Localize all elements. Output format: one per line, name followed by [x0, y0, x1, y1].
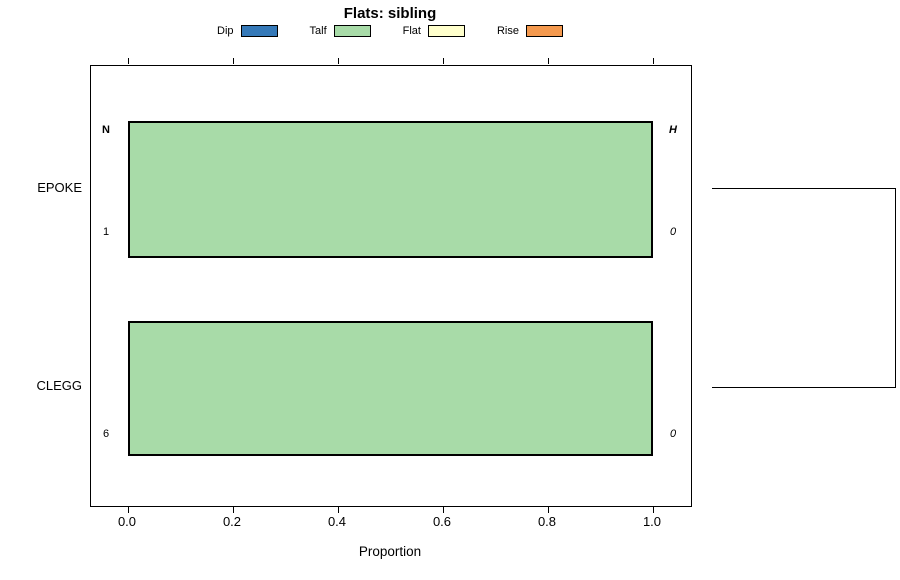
legend-swatch-dip — [240, 25, 278, 37]
legend-swatch-talf — [333, 25, 371, 37]
legend-label-dip: Dip — [217, 25, 234, 37]
bar-segment-talf — [128, 121, 653, 258]
top-axis-tick — [233, 58, 234, 64]
annotation-clegg-h: 0 — [669, 428, 677, 440]
annotation-h-header: H — [669, 124, 677, 136]
top-axis-tick — [443, 58, 444, 64]
bottom-axis-tick — [128, 507, 129, 513]
dendrogram-join — [895, 188, 896, 388]
x-tick-label: 0.8 — [537, 514, 557, 529]
bottom-axis-tick — [653, 507, 654, 513]
legend-item-talf: Talf — [310, 25, 371, 37]
top-axis-tick — [653, 58, 654, 64]
bottom-axis-tick — [233, 507, 234, 513]
x-tick-label: 0.4 — [327, 514, 347, 529]
bar-clegg — [128, 321, 653, 456]
legend-item-dip: Dip — [217, 25, 278, 37]
x-tick-label: 0.6 — [432, 514, 452, 529]
top-axis-tick — [338, 58, 339, 64]
plot-area: N H 1 0 6 0 — [90, 58, 692, 513]
top-axis-tick — [548, 58, 549, 64]
y-label-epoke: EPOKE — [37, 180, 82, 195]
annotation-clegg-n: 6 — [102, 428, 110, 440]
x-tick-label: 1.0 — [642, 514, 662, 529]
dendrogram-branch-clegg — [712, 387, 895, 388]
bottom-axis-tick — [338, 507, 339, 513]
bar-segment-talf — [128, 321, 653, 456]
legend-item-rise: Rise — [497, 25, 563, 37]
legend-swatch-flat — [427, 25, 465, 37]
x-tick-label: 0.0 — [117, 514, 137, 529]
bottom-axis-tick — [548, 507, 549, 513]
x-tick-label: 0.2 — [222, 514, 242, 529]
legend-item-flat: Flat — [403, 25, 465, 37]
legend-label-flat: Flat — [402, 25, 421, 37]
y-label-clegg: CLEGG — [36, 378, 82, 393]
annotation-epoke-n: 1 — [102, 226, 110, 238]
legend-label-talf: Talf — [309, 25, 327, 37]
legend-label-rise: Rise — [496, 25, 519, 37]
chart-title: Flats: sibling — [343, 5, 437, 22]
legend: Dip Talf Flat Rise — [90, 25, 690, 37]
legend-swatch-rise — [526, 25, 563, 37]
top-axis-tick — [128, 58, 129, 64]
dendrogram-branch-epoke — [712, 188, 896, 189]
annotation-n-header: N — [102, 124, 110, 136]
bottom-axis-tick — [443, 507, 444, 513]
bar-epoke — [128, 121, 653, 258]
annotation-epoke-h: 0 — [669, 226, 677, 238]
x-axis-title: Proportion — [358, 544, 422, 559]
